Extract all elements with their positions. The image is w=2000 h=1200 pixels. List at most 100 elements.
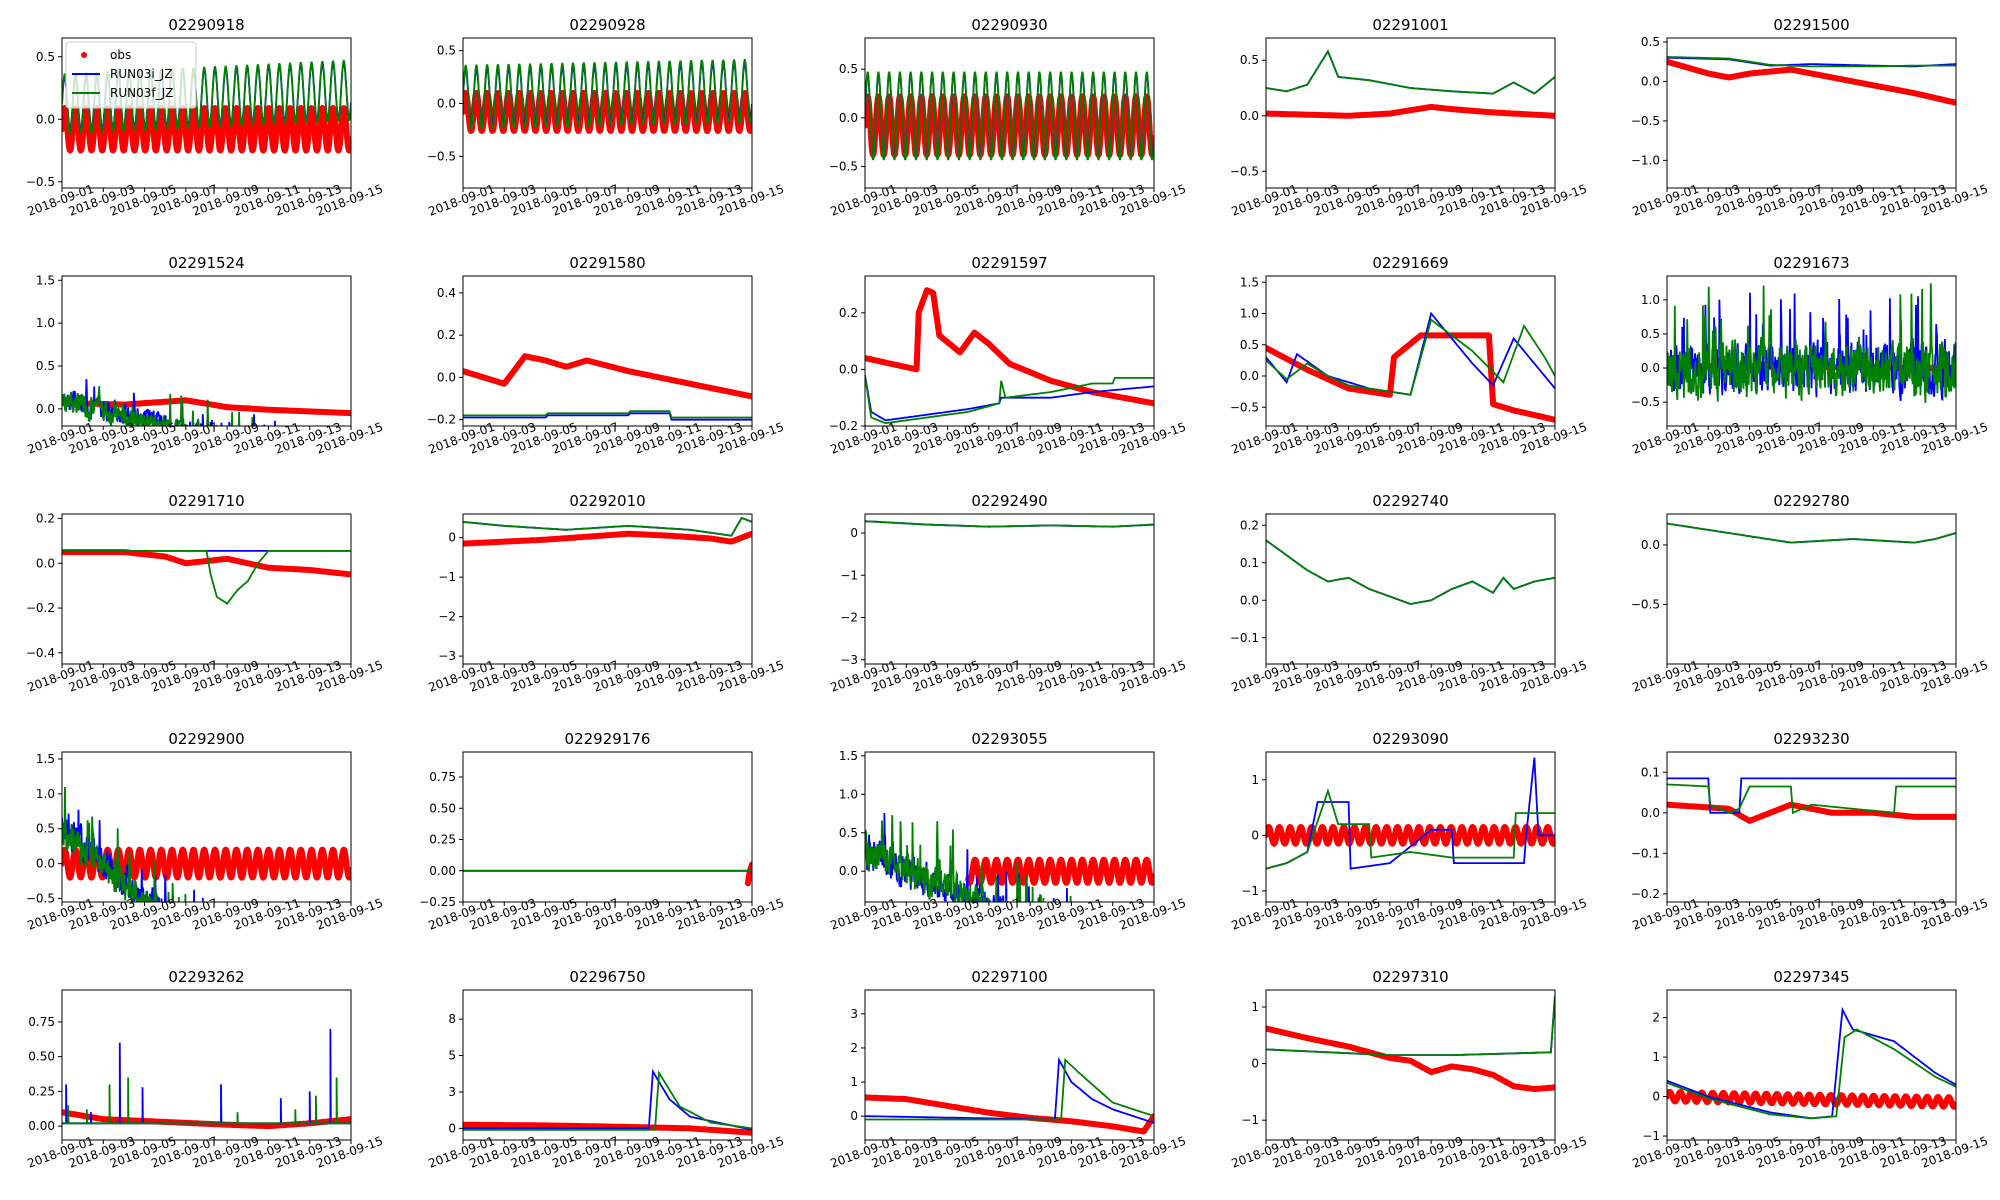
subplot-02291673: 02291673−0.50.00.51.02018-09-012018-09-0… (1630, 254, 1989, 457)
y-tick-label: 0.5 (1240, 338, 1259, 352)
subplot-02291001: 02291001−0.50.00.52018-09-012018-09-0320… (1229, 16, 1588, 219)
legend-obs-marker (81, 52, 87, 58)
obs-series (62, 549, 351, 578)
subplot-02290928: 02290928−0.50.00.52018-09-012018-09-0320… (426, 16, 785, 219)
run03f-series (1266, 49, 1555, 95)
run03f-series (865, 1058, 1154, 1121)
subplot-title: 02293230 (1773, 730, 1849, 748)
run03f-series (463, 59, 752, 130)
axes-frame (1666, 751, 1957, 903)
run03f-series (1266, 787, 1555, 870)
plot-area (62, 1028, 351, 1130)
plot-area (865, 1056, 1154, 1135)
y-tick-label: 0.0 (36, 402, 55, 416)
plot-area (1667, 56, 1956, 106)
run03f-series (463, 516, 752, 537)
subplot-title: 02297310 (1372, 968, 1448, 986)
subplot-title: 02292900 (168, 730, 244, 748)
y-tick-label: 0 (850, 526, 858, 540)
plot-area (463, 353, 752, 421)
y-tick-label: 8 (448, 1012, 456, 1026)
y-tick-label: 0.0 (839, 111, 858, 125)
run03f-series (62, 786, 187, 902)
subplot-title: 02292740 (1372, 492, 1448, 510)
run03f-series (1266, 318, 1555, 396)
subplot-title: 02297345 (1773, 968, 1849, 986)
subplot-title: 02290928 (569, 16, 645, 34)
y-tick-label: 0 (448, 1121, 456, 1135)
axes-frame (1265, 989, 1556, 1141)
axes-frame (1265, 275, 1556, 427)
axes-frame (61, 37, 352, 189)
axes-frame (864, 751, 1155, 903)
run03i-series (62, 1028, 351, 1125)
y-tick-label: 3 (448, 1085, 456, 1099)
y-tick-label: 1.5 (36, 752, 55, 766)
legend-run03i-label: RUN03i_JZ (110, 67, 172, 81)
plot-area (463, 1068, 752, 1136)
obs-series (1266, 824, 1555, 847)
run03i-series (1667, 777, 1956, 814)
y-tick-label: 0 (1251, 1057, 1259, 1071)
plot-area (865, 520, 1154, 528)
y-tick-label: −0.5 (1230, 164, 1259, 178)
y-tick-label: 0.2 (437, 328, 456, 342)
y-tick-label: 0.0 (437, 96, 456, 110)
run03f-series (62, 386, 254, 426)
obs-series (865, 287, 1154, 407)
run03f-series (865, 71, 1154, 161)
subplot-title: 02291500 (1773, 16, 1849, 34)
axes-frame (462, 37, 753, 189)
run03f-series (1667, 283, 1956, 403)
plot-area (1266, 995, 1555, 1093)
axes-frame (1666, 275, 1957, 427)
subplot-title: 02292780 (1773, 492, 1849, 510)
y-tick-label: 0.0 (839, 864, 858, 878)
y-tick-label: 0.1 (1641, 765, 1660, 779)
subplot-02297345: 02297345−10122018-09-012018-09-032018-09… (1630, 968, 1989, 1171)
y-tick-label: 0.75 (429, 770, 456, 784)
y-tick-label: 0 (1652, 1090, 1660, 1104)
plot-area (1266, 49, 1555, 119)
subplot-02291669: 02291669−0.50.00.51.01.52018-09-012018-0… (1229, 254, 1588, 457)
plot-area (463, 516, 752, 547)
subplot-title: 02291673 (1773, 254, 1849, 272)
legend-run03f-label: RUN03f_JZ (110, 86, 173, 100)
y-tick-label: 0.5 (839, 826, 858, 840)
y-tick-label: −0.5 (1631, 395, 1660, 409)
obs-series (463, 1121, 752, 1136)
y-tick-label: 0.1 (1240, 556, 1259, 570)
run03f-series (865, 815, 1072, 902)
y-tick-label: 0 (1251, 828, 1259, 842)
obs-series (1667, 58, 1956, 106)
y-tick-label: 1.5 (36, 273, 55, 287)
subplot-02296750: 0229675003582018-09-012018-09-032018-09-… (426, 968, 785, 1171)
y-tick-label: 0.00 (429, 864, 456, 878)
run03i-series (463, 412, 752, 421)
y-tick-label: 1 (1251, 773, 1259, 787)
y-tick-label: 1.0 (1641, 293, 1660, 307)
y-tick-label: −1 (1241, 1113, 1259, 1127)
subplot-02290918: 02290918−0.50.00.52018-09-012018-09-0320… (25, 16, 384, 219)
subplot-02293262: 022932620.000.250.500.752018-09-012018-0… (25, 968, 384, 1171)
subplot-022929176: 022929176−0.250.000.250.500.752018-09-01… (419, 730, 786, 933)
y-tick-label: −0.4 (26, 646, 55, 660)
obs-series (865, 1094, 1154, 1135)
obs-series (1667, 801, 1956, 824)
y-tick-label: 0 (850, 1109, 858, 1123)
axes-frame (1666, 37, 1957, 189)
y-tick-label: 0.0 (1240, 369, 1259, 383)
y-tick-label: 0.0 (36, 112, 55, 126)
y-tick-label: 0.2 (1240, 518, 1259, 532)
run03f-series (1667, 56, 1956, 68)
subplot-title: 02296750 (569, 968, 645, 986)
y-tick-label: 0.0 (1240, 593, 1259, 607)
y-tick-label: −3 (840, 653, 858, 667)
y-tick-label: 0.0 (1641, 74, 1660, 88)
y-tick-label: 3 (850, 1007, 858, 1021)
plot-area (463, 861, 752, 887)
obs-series (744, 861, 752, 887)
y-tick-label: −0.5 (427, 149, 456, 163)
y-tick-label: −0.5 (26, 892, 55, 906)
